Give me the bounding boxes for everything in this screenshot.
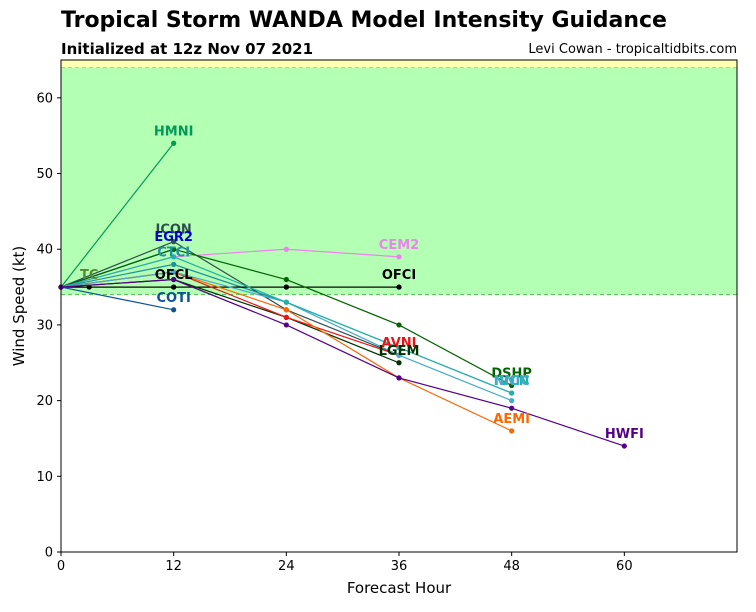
series-point-nnic (171, 269, 177, 275)
model-label-lgem: LGEM (379, 344, 420, 359)
series-point-lgem (396, 360, 402, 366)
series-line-aemi (60, 271, 512, 432)
series-point-nnic (509, 398, 515, 404)
series-point-coti (171, 307, 177, 313)
y-axis-label: Wind Speed (kt) (10, 246, 28, 367)
series-point-hwfi (171, 276, 177, 283)
x-axis-ticks: 0 12 24 36 48 60 (57, 552, 633, 574)
series-point-ivcn (396, 345, 402, 351)
x-tick-label: 12 (165, 559, 182, 574)
series-point-hwfi (621, 443, 627, 449)
y-tick-label: 30 (36, 318, 53, 333)
y-tick-label: 50 (36, 167, 53, 182)
y-tick-label: 40 (36, 243, 53, 258)
model-label-nnic: NNIC (494, 374, 530, 389)
series-point-ivcn (171, 254, 177, 260)
model-label-icon: ICON (156, 223, 192, 238)
series-point-hwfi (509, 405, 515, 411)
model-label-ofci: OFCI (382, 268, 416, 283)
model-label-ivcn: IVCN (494, 374, 529, 389)
x-tick-label: 24 (278, 559, 295, 574)
model-label-tc: TC (80, 268, 98, 283)
y-tick-label: 10 (36, 470, 53, 485)
series-point-aemi (283, 307, 289, 313)
band-0 (61, 67, 737, 295)
series-point-dshp (509, 382, 515, 389)
series-point-cem2 (396, 254, 402, 260)
series-line-coti (60, 286, 174, 311)
chart-title: Tropical Storm WANDA Model Intensity Gui… (61, 8, 667, 33)
model-label-avni: AVNI (382, 336, 417, 351)
model-label-aemi: AEMI (493, 412, 530, 427)
series-point-dshp (283, 276, 289, 283)
model-label-ofcl: OFCL (155, 268, 193, 283)
x-tick-label: 0 (57, 559, 65, 574)
x-tick-label: 60 (616, 559, 633, 574)
model-series (58, 140, 627, 449)
y-tick-label: 60 (36, 91, 53, 106)
series-point-ofci (283, 284, 289, 290)
x-tick-label: 48 (503, 559, 520, 574)
x-tick-label: 36 (391, 559, 408, 574)
model-label-hwfi: HWFI (605, 427, 644, 442)
series-point-hmni (171, 140, 177, 146)
model-label-ctci: CTCI (157, 245, 190, 260)
series-point-hwfi (283, 322, 289, 328)
series-point-avni (283, 314, 289, 320)
series-line-hmni (60, 142, 175, 288)
chart-credit: Levi Cowan - tropicaltidbits.com (528, 42, 737, 57)
series-point-dshp (396, 322, 402, 328)
series-point-hwfi (396, 375, 402, 381)
model-label-dshp: DSHP (491, 366, 532, 381)
series-line-hwfi (60, 278, 625, 447)
series-point-ivcn (509, 390, 515, 396)
series-point-ctci (171, 261, 177, 267)
band-1 (61, 60, 737, 68)
series-point-ofci (171, 284, 177, 290)
series-point-ofci (396, 284, 402, 290)
series-point-icon (171, 239, 177, 245)
model-label-cem2: CEM2 (379, 238, 419, 253)
series-point-ivcn (283, 299, 289, 305)
model-label-egr2: EGR2 (154, 230, 193, 245)
series-point-cem2 (283, 246, 289, 252)
series-point-aemi (509, 428, 515, 434)
series-point-dshp (171, 246, 177, 252)
chart-subtitle: Initialized at 12z Nov 07 2021 (61, 40, 314, 58)
series-point-nnic (396, 352, 402, 358)
model-label-hmni: HMNI (154, 124, 194, 139)
model-label-coti: COTI (157, 291, 191, 306)
y-tick-label: 0 (45, 546, 53, 561)
x-axis-label: Forecast Hour (347, 579, 452, 597)
series-line-icon (60, 240, 400, 356)
y-axis-ticks: 0 10 20 30 40 50 60 (36, 91, 61, 561)
y-tick-label: 20 (36, 394, 53, 409)
